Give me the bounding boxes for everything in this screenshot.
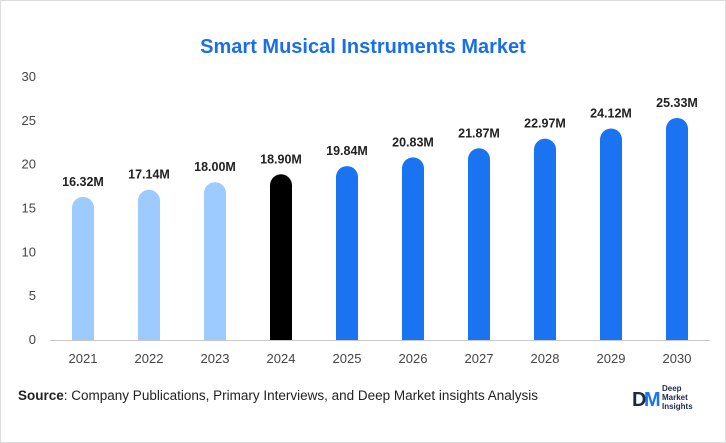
data-label: 22.97M xyxy=(524,117,566,131)
y-tick-label: 25 xyxy=(22,113,36,128)
bar-2021 xyxy=(72,196,94,340)
bar-2030 xyxy=(666,117,688,341)
data-label: 17.14M xyxy=(128,168,170,182)
x-tick-label: 2026 xyxy=(399,351,428,366)
bar-2026 xyxy=(402,157,424,340)
data-label: 18.00M xyxy=(194,160,236,174)
y-tick-label: 10 xyxy=(22,244,36,259)
data-label: 18.90M xyxy=(260,152,302,166)
logo-line-1: Deep xyxy=(662,384,682,393)
x-tick-label: 2022 xyxy=(135,351,164,366)
data-label: 19.84M xyxy=(326,144,368,158)
y-tick-label: 30 xyxy=(22,69,36,84)
logo-line-3: Insights xyxy=(662,402,693,411)
y-axis: 0 5 10 15 20 25 30 xyxy=(22,69,36,347)
x-axis: 2021 2022 2023 2024 2025 2026 2027 2028 2029 2030 xyxy=(69,351,692,366)
bar-2024 xyxy=(270,174,292,340)
bar-2027 xyxy=(468,148,490,340)
bar-2022 xyxy=(138,189,160,340)
source-note: Source: Company Publications, Primary In… xyxy=(18,388,538,403)
logo-mark-icon: D M xyxy=(632,389,660,409)
y-tick-label: 0 xyxy=(29,332,36,347)
y-tick-label: 20 xyxy=(22,157,36,172)
bar-2029 xyxy=(600,128,622,340)
source-text: : Company Publications, Primary Intervie… xyxy=(63,388,538,403)
data-label: 21.87M xyxy=(458,126,500,140)
y-tick-label: 5 xyxy=(29,288,36,303)
brand-logo: D M Deep Market Insights xyxy=(632,384,722,414)
source-label: Source xyxy=(18,388,64,403)
x-tick-label: 2023 xyxy=(201,351,230,366)
x-tick-label: 2028 xyxy=(531,351,560,366)
logo-text: Deep Market Insights xyxy=(662,384,722,411)
logo-letter-m: M xyxy=(644,389,660,409)
x-tick-label: 2024 xyxy=(267,351,296,366)
bar-2028 xyxy=(534,138,556,340)
data-label: 16.32M xyxy=(62,175,104,189)
x-tick-label: 2027 xyxy=(465,351,494,366)
x-tick-label: 2029 xyxy=(597,351,626,366)
data-label: 24.12M xyxy=(590,107,632,121)
x-tick-label: 2030 xyxy=(663,351,692,366)
logo-line-2: Market xyxy=(662,393,688,402)
data-label: 25.33M xyxy=(656,96,698,110)
bar-2025 xyxy=(336,166,358,340)
chart-title: Smart Musical Instruments Market xyxy=(200,36,526,58)
x-tick-label: 2025 xyxy=(333,351,362,366)
data-label: 20.83M xyxy=(392,135,434,149)
bars xyxy=(72,117,688,341)
data-labels: 16.32M 17.14M 18.00M 18.90M 19.84M 20.83M 21.8… xyxy=(62,96,698,189)
x-tick-label: 2021 xyxy=(69,351,98,366)
bar-2023 xyxy=(204,182,226,340)
y-tick-label: 15 xyxy=(22,201,36,216)
logo-letter-d: D xyxy=(632,389,646,409)
